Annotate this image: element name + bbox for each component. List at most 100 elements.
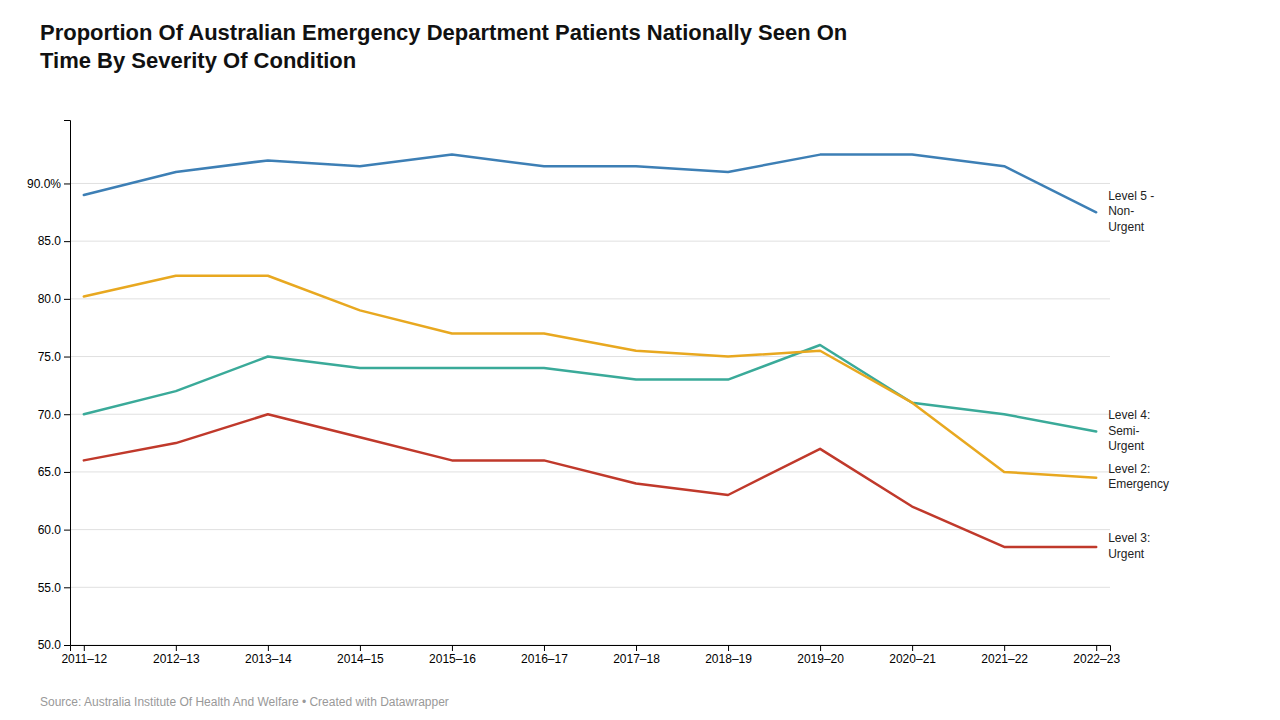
grid: [70, 183, 1110, 645]
x-tick-label: 2022–23: [1073, 652, 1120, 666]
x-tick: 2011–12: [61, 645, 107, 666]
y-tick-label: 50.0: [38, 638, 62, 652]
series-label-line: Level 4:: [1108, 408, 1150, 422]
plot: 50.0 55.0 60.0 65.0 70.0 75.0 80.0 85.0 90.0% 201…: [27, 121, 1169, 666]
series-label-line: Level 3:: [1108, 531, 1150, 545]
series-line: [84, 345, 1096, 432]
series-label-line: Non-: [1108, 204, 1134, 218]
series-line: [84, 414, 1096, 547]
y-tick-mark: [64, 645, 70, 646]
grid-line: [70, 183, 1110, 184]
series-label: Level 3: Urgent: [1108, 531, 1150, 561]
y-tick: 75.0: [38, 350, 70, 364]
series-label-line: Urgent: [1108, 547, 1145, 561]
x-tick-mark: [84, 645, 85, 651]
x-tick-mark: [360, 645, 361, 651]
grid-line: [70, 298, 1110, 299]
y-tick-label: 80.0: [38, 292, 62, 306]
y-tick: 70.0: [38, 408, 70, 422]
x-tick-mark: [452, 645, 453, 651]
x-tick-mark: [820, 645, 821, 651]
y-tick-mark: [64, 183, 70, 184]
y-tick-label: 65.0: [38, 465, 62, 479]
y-tick-label: 55.0: [38, 581, 62, 595]
grid-line: [70, 241, 1110, 242]
y-tick-mark: [64, 299, 70, 300]
series-label-line: Urgent: [1108, 220, 1145, 234]
x-axis-line: [71, 646, 1111, 652]
x-tick-mark: [1004, 645, 1005, 651]
y-tick-label: 85.0: [38, 234, 62, 248]
x-tick-label: 2011–12: [61, 652, 107, 666]
x-tick: 2012–13: [153, 645, 200, 666]
x-tick-mark: [728, 645, 729, 651]
series-label-line: Emergency: [1108, 478, 1169, 492]
series-label: Level 5 -Non- Urgent: [1108, 189, 1154, 234]
y-axis: 50.0 55.0 60.0 65.0 70.0 75.0 80.0 85.0 90.0%: [27, 121, 71, 653]
x-tick-label: 2013–14: [245, 652, 292, 666]
y-tick: 80.0: [38, 292, 70, 306]
x-tick-mark: [544, 645, 545, 651]
x-tick-mark: [268, 645, 269, 651]
y-tick: 85.0: [38, 234, 70, 248]
y-tick-label: 60.0: [38, 523, 62, 537]
grid-line: [70, 529, 1110, 530]
y-tick-label: 75.0: [38, 350, 62, 364]
x-tick: 2017–18: [613, 645, 660, 666]
grid-line: [70, 587, 1110, 588]
x-tick: 2013–14: [245, 645, 292, 666]
y-tick-mark: [64, 357, 70, 358]
grid-line: [70, 414, 1110, 415]
x-tick-mark: [1096, 645, 1097, 651]
y-tick: 65.0: [38, 465, 70, 479]
title-line: Time By Severity Of Condition: [40, 48, 356, 73]
series-line: [84, 276, 1096, 478]
x-tick: 2015–16: [429, 645, 476, 666]
x-tick-label: 2016–17: [521, 652, 568, 666]
lines: [84, 155, 1096, 547]
y-tick-mark: [64, 241, 70, 242]
series-label-line: Level 5 -: [1108, 189, 1154, 203]
y-tick-mark: [64, 530, 70, 531]
source: Source: Australia Institute Of Health An…: [40, 695, 449, 709]
x-tick: 2016–17: [521, 645, 568, 666]
x-tick-mark: [912, 645, 913, 651]
chart: Proportion Of Australian Emergency Depar…: [0, 0, 1280, 720]
x-tick-label: 2018–19: [705, 652, 752, 666]
y-tick-label: 90.0%: [27, 177, 61, 191]
y-tick-mark: [64, 587, 70, 588]
y-tick: 90.0%: [27, 177, 70, 191]
title-line: Proportion Of Australian Emergency Depar…: [40, 20, 847, 45]
x-tick: 2018–19: [705, 645, 752, 666]
x-tick-label: 2015–16: [429, 652, 476, 666]
series-label: Level 4: Semi-Urgent: [1108, 408, 1150, 453]
y-tick: 55.0: [38, 581, 70, 595]
x-tick-mark: [176, 645, 177, 651]
x-tick: 2014–15: [337, 645, 384, 666]
series-line: [84, 155, 1096, 213]
x-tick-label: 2019–20: [797, 652, 844, 666]
series-label-line: Urgent: [1108, 439, 1145, 453]
y-axis-line: [64, 121, 71, 646]
y-tick: 60.0: [38, 523, 70, 537]
x-tick-label: 2012–13: [153, 652, 200, 666]
x-tick-label: 2021–22: [981, 652, 1028, 666]
x-tick: 2019–20: [797, 645, 844, 666]
x-tick: 2022–23: [1073, 645, 1120, 666]
x-tick-label: 2014–15: [337, 652, 384, 666]
y-tick-mark: [64, 472, 70, 473]
series-label-line: Level 2:: [1108, 462, 1150, 476]
x-tick: 2021–22: [981, 645, 1028, 666]
title: Proportion Of Australian Emergency Depar…: [40, 20, 847, 73]
y-tick: 50.0: [38, 638, 70, 652]
y-tick-label: 70.0: [38, 408, 62, 422]
y-tick-mark: [64, 414, 70, 415]
x-tick-label: 2017–18: [613, 652, 660, 666]
grid-line: [70, 356, 1110, 357]
series-label-line: Semi-: [1108, 424, 1139, 438]
series-label: Level 2: Emergency: [1108, 462, 1169, 492]
x-axis: 2011–12 2012–13 2013–14 2014–15 2015–16 2016–…: [61, 645, 1120, 666]
series-labels: Level 5 -Non-UrgentLevel 4:Semi-UrgentLe…: [1108, 189, 1169, 561]
x-tick-label: 2020–21: [889, 652, 936, 666]
x-tick: 2020–21: [889, 645, 936, 666]
